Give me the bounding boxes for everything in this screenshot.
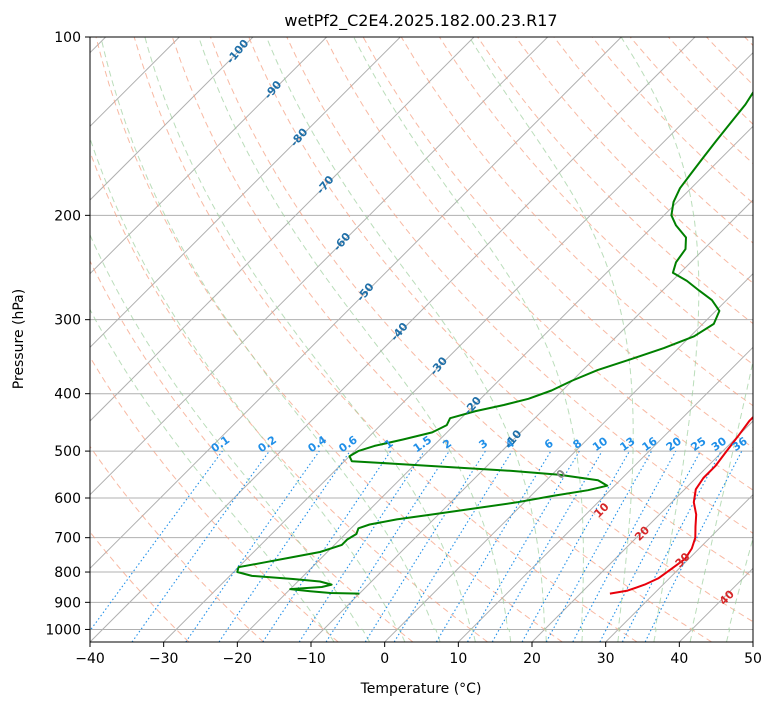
grid-layer	[90, 37, 753, 642]
x-axis: −40 −30 −20 −10 0 10 20 30 40 50	[75, 642, 762, 667]
dry-adiabat	[515, 37, 753, 284]
mixing-ratio-line	[218, 450, 351, 642]
series-layer	[236, 90, 753, 595]
isotherm	[90, 37, 254, 201]
y-tick-label: 300	[54, 313, 81, 329]
x-tick-label: −10	[296, 651, 326, 667]
x-tick-label: 10	[449, 651, 467, 667]
y-axis-label: Pressure (hPa)	[11, 289, 27, 389]
y-axis: 100 200 300 400 500 600 700 800 900 1000	[45, 30, 90, 638]
mixing-ratio-line	[545, 450, 653, 642]
x-tick-label: 30	[597, 651, 615, 667]
x-tick-label: −30	[149, 651, 179, 667]
x-tick-label: −20	[223, 651, 253, 667]
mixing-ratio-line	[572, 450, 677, 642]
x-axis-label: Temperature (°C)	[360, 681, 482, 697]
moist-adiabat	[100, 37, 441, 642]
x-tick-label: −40	[75, 651, 105, 667]
dry-adiabat	[90, 356, 339, 642]
moist-adiabat	[468, 37, 634, 642]
x-tick-label: 20	[523, 651, 541, 667]
isotherm	[90, 37, 401, 349]
moist-adiabat	[620, 37, 700, 642]
y-tick-label: 600	[54, 491, 81, 507]
moist-adiabat	[726, 536, 753, 642]
y-tick-label: 100	[54, 30, 81, 46]
isotherm	[90, 37, 622, 570]
y-tick-label: 500	[54, 444, 81, 460]
moist-adiabat	[198, 37, 512, 642]
mixing-ratio-line	[325, 450, 450, 642]
moist-adiabat	[265, 37, 547, 642]
x-tick-label: 0	[380, 651, 389, 667]
isotherm	[531, 420, 753, 642]
mixing-ratio-line	[131, 450, 270, 642]
isotherm	[236, 125, 753, 642]
moist-adiabat	[90, 233, 371, 642]
dry-adiabat	[90, 259, 414, 642]
x-tick-label: 50	[744, 651, 762, 667]
y-tick-label: 400	[54, 387, 81, 403]
isotherm	[90, 37, 696, 642]
dry-adiabat	[95, 37, 563, 642]
dry-adiabat	[248, 37, 753, 578]
mixing-ratio-line	[393, 450, 513, 642]
dry-adiabat	[171, 37, 712, 642]
mixing-ratio-line	[644, 450, 743, 642]
dry-adiabat	[133, 37, 638, 642]
mixing-ratio-line	[90, 450, 223, 632]
mixing-ratio-line	[298, 450, 425, 642]
dry-adiabat	[286, 37, 753, 534]
mixing-ratio-line	[262, 450, 392, 642]
isotherm	[163, 51, 753, 642]
x-tick-label: 40	[670, 651, 688, 667]
moist-adiabat	[90, 136, 406, 642]
y-tick-label: 1000	[45, 622, 81, 638]
mixing-ratio-line	[521, 450, 630, 642]
y-tick-label: 700	[54, 531, 81, 547]
moist-adiabat	[144, 37, 476, 642]
isotherm	[90, 37, 549, 496]
isotherm	[457, 346, 753, 642]
isotherm	[90, 37, 328, 275]
isotherm	[605, 493, 753, 642]
y-tick-label: 200	[54, 208, 81, 224]
isotherm	[90, 37, 475, 422]
temperature-profile	[609, 415, 753, 595]
dry-adiabat	[210, 37, 753, 623]
chart-title: wetPf2_C2E4.2025.182.00.23.R17	[284, 11, 557, 31]
moist-adiabat	[90, 308, 335, 642]
plot-frame	[89, 36, 754, 643]
dewpoint-profile	[236, 90, 753, 595]
mixing-ratio-line	[185, 450, 320, 642]
y-tick-label: 800	[54, 565, 81, 581]
dry-adiabat	[90, 445, 264, 642]
y-tick-label: 900	[54, 595, 81, 611]
dry-adiabat	[324, 37, 753, 491]
moist-adiabat	[689, 358, 753, 642]
